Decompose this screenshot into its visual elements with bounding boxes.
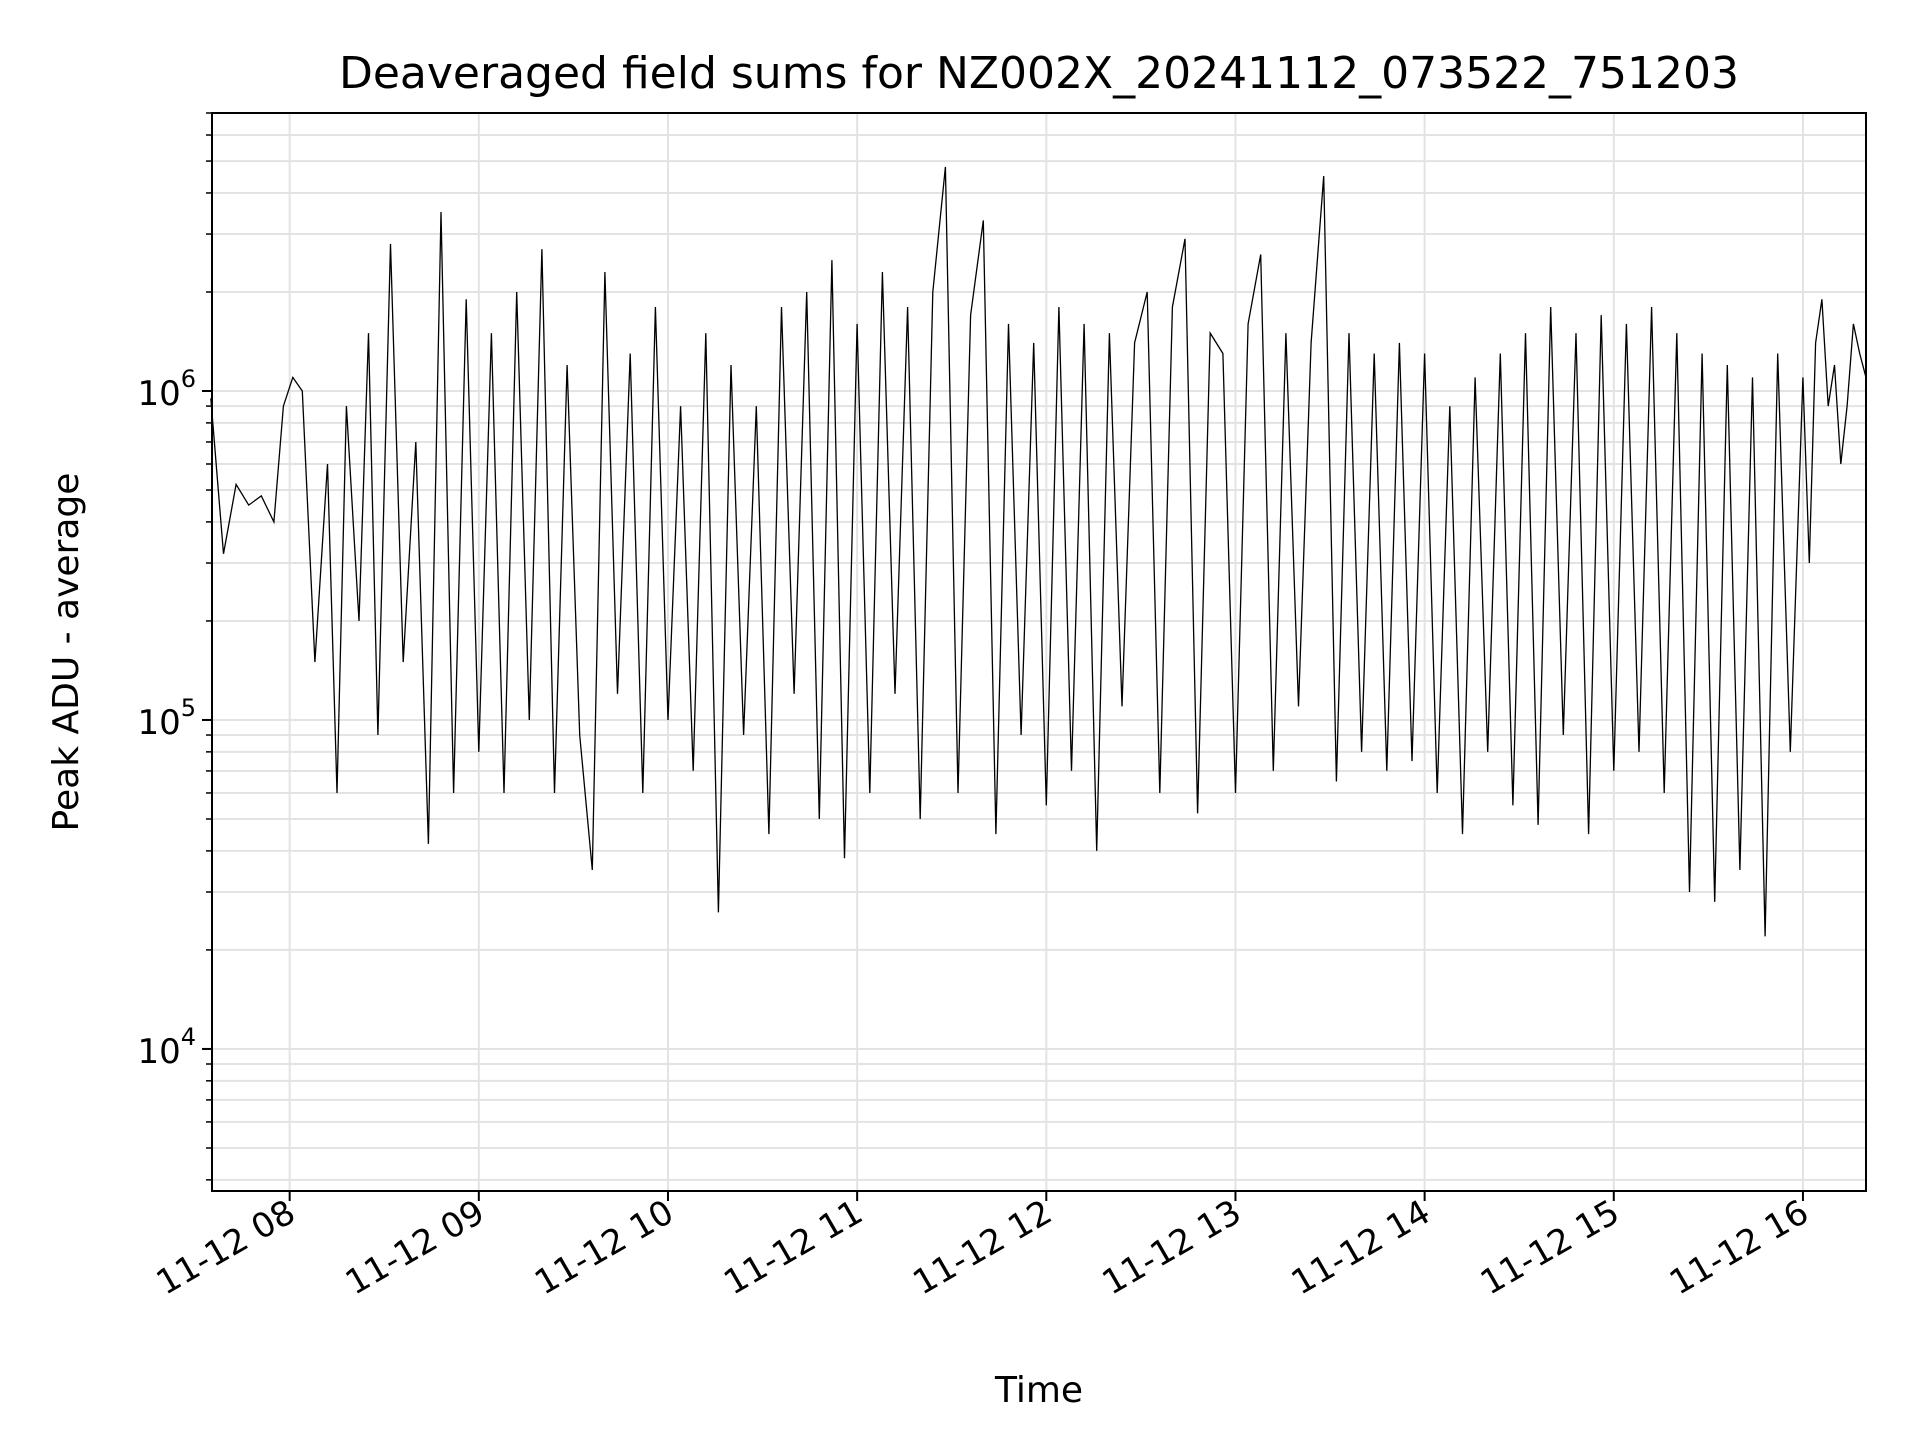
x-axis-label: Time bbox=[994, 1370, 1083, 1411]
y-tick-base: 10 bbox=[137, 703, 180, 743]
chart-title: Deaveraged field sums for NZ002X_2024111… bbox=[339, 48, 1739, 99]
y-tick-label: 105 bbox=[137, 694, 196, 743]
grid-lines bbox=[212, 112, 1866, 1191]
y-tick-base: 10 bbox=[137, 1032, 180, 1072]
y-tick-exponent: 5 bbox=[181, 694, 196, 722]
y-tick-exponent: 6 bbox=[181, 365, 196, 393]
y-tick-label: 106 bbox=[137, 365, 196, 414]
data-series bbox=[210, 166, 1867, 937]
y-axis-label: Peak ADU - average bbox=[46, 473, 87, 832]
y-tick-label: 104 bbox=[137, 1023, 196, 1072]
plot-frame bbox=[211, 112, 1867, 1192]
y-tick-exponent: 4 bbox=[181, 1023, 196, 1051]
series-line bbox=[210, 166, 1867, 937]
y-tick-base: 10 bbox=[137, 374, 180, 414]
